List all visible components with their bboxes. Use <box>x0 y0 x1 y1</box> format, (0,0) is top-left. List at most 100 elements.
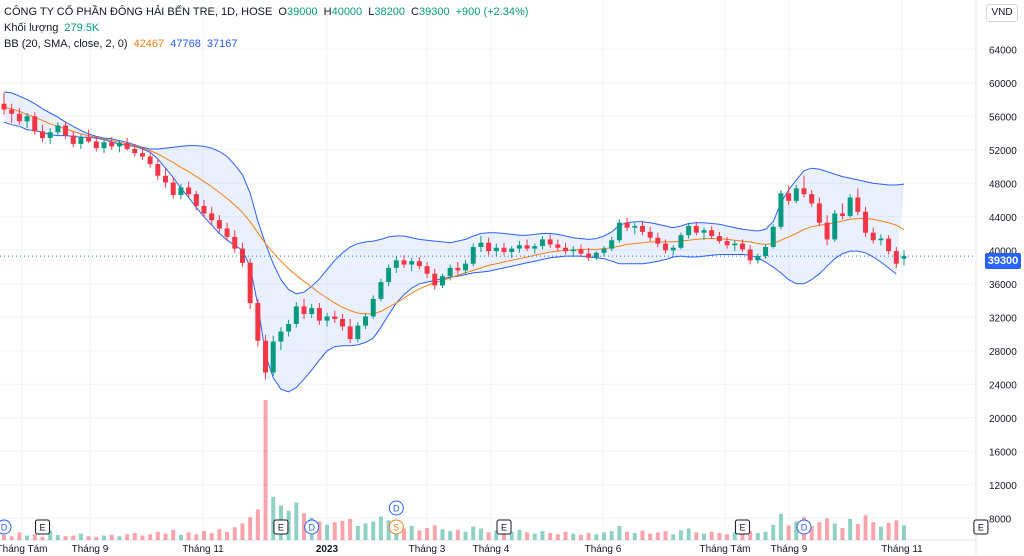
candle <box>578 244 584 257</box>
candle-body <box>16 113 22 122</box>
volume-bar <box>902 525 906 540</box>
candle <box>193 190 199 211</box>
candle <box>224 222 230 242</box>
volume-bar <box>63 536 68 540</box>
volume-bar <box>878 526 883 540</box>
candle-body <box>663 243 669 251</box>
volume-bar <box>848 519 853 540</box>
candle-body <box>739 243 745 250</box>
volume-bar <box>248 517 253 540</box>
candle-body <box>255 303 261 341</box>
event-marker-e[interactable]: E <box>496 519 512 535</box>
volume-bar <box>178 534 183 540</box>
volume-bar <box>109 534 114 540</box>
event-marker-d[interactable]: D <box>304 519 320 535</box>
event-letter: D <box>308 523 315 533</box>
event-marker-d[interactable]: D <box>388 500 404 516</box>
candle <box>24 112 30 129</box>
volume-legend-row[interactable]: Khối lượng 279.5K <box>4 20 528 36</box>
event-marker-s[interactable]: S <box>388 519 404 535</box>
event-badge <box>34 519 50 535</box>
candle <box>393 256 399 273</box>
volume-value: 279.5K <box>64 22 100 34</box>
candle-body <box>763 246 769 257</box>
open-value: 39000 <box>286 6 318 18</box>
candle-body <box>686 226 692 236</box>
candle <box>863 206 869 237</box>
candle-body <box>416 261 422 267</box>
volume-bar <box>402 528 406 540</box>
candle-body <box>1 103 7 110</box>
price-axis: 8000 12000 16000 20000 24000 28000 32000 36000 4… <box>989 45 1017 525</box>
candle-body <box>70 135 76 144</box>
volume-bar <box>286 510 291 540</box>
volume-bar <box>471 526 476 540</box>
candle <box>616 219 622 243</box>
volume-bar <box>117 536 122 540</box>
currency-button[interactable]: VND <box>986 4 1018 22</box>
bb-band-fill <box>4 92 904 392</box>
symbol-title[interactable]: CÔNG TY CỔ PHẦN ĐÔNG HẢI BẾN TRE, 1D, HO… <box>4 6 273 18</box>
bb-mid-value: 42467 <box>133 38 165 50</box>
candle <box>139 147 145 160</box>
event-marker-e[interactable]: E <box>734 519 750 535</box>
candle-body <box>355 325 361 340</box>
candle <box>147 151 153 168</box>
candle-body <box>539 239 545 247</box>
candle-body <box>401 260 407 265</box>
candle <box>316 303 322 325</box>
event-badge <box>496 519 512 535</box>
candle <box>293 302 299 328</box>
event-marker-d[interactable]: D <box>796 519 812 535</box>
candle <box>563 242 569 255</box>
candle <box>732 240 738 252</box>
event-marker-e[interactable]: E <box>34 519 50 535</box>
volume-bar <box>171 529 176 540</box>
candle <box>286 319 292 337</box>
candle-body <box>224 228 230 237</box>
candle <box>570 246 576 257</box>
volume-bar <box>432 525 437 540</box>
price-tick-label: 44000 <box>989 213 1017 224</box>
volume-bar <box>302 513 306 540</box>
volume-bar <box>748 531 753 540</box>
candle <box>516 241 522 253</box>
candle <box>232 230 238 253</box>
candle-body <box>863 211 869 233</box>
candle <box>355 322 361 343</box>
candle <box>116 140 122 153</box>
candle-body <box>139 153 145 157</box>
volume-bar <box>855 524 860 540</box>
candle <box>209 206 215 226</box>
time-tick-label: Tháng 4 <box>473 544 510 555</box>
event-marker-e[interactable]: E <box>973 519 989 535</box>
volume-bar <box>340 520 345 540</box>
bb-legend-row[interactable]: BB (20, SMA, close, 2, 0) 42467 47768 37… <box>4 36 528 52</box>
candle <box>609 236 615 252</box>
candle-body <box>347 326 353 340</box>
candle-body <box>32 116 38 132</box>
candle-body <box>178 187 184 196</box>
candle-body <box>532 246 538 249</box>
volume-bar <box>240 523 245 540</box>
candle-body <box>578 249 584 254</box>
event-badge <box>304 519 320 535</box>
candle <box>739 239 745 252</box>
event-letter: S <box>393 523 399 533</box>
volume-bar <box>494 530 499 540</box>
candle <box>378 278 384 302</box>
candle <box>701 227 707 241</box>
event-badge <box>388 519 404 535</box>
candle <box>870 227 876 244</box>
candle-body <box>647 231 653 238</box>
volume-bar <box>686 528 691 540</box>
event-marker-e[interactable]: E <box>273 519 289 535</box>
low-value: 38200 <box>374 6 405 18</box>
high-label: H <box>323 6 332 18</box>
volume-bar <box>755 533 760 540</box>
event-marker-d[interactable]: D <box>0 519 12 535</box>
candle <box>170 177 176 199</box>
candle <box>639 220 645 236</box>
candle-body <box>339 318 345 327</box>
